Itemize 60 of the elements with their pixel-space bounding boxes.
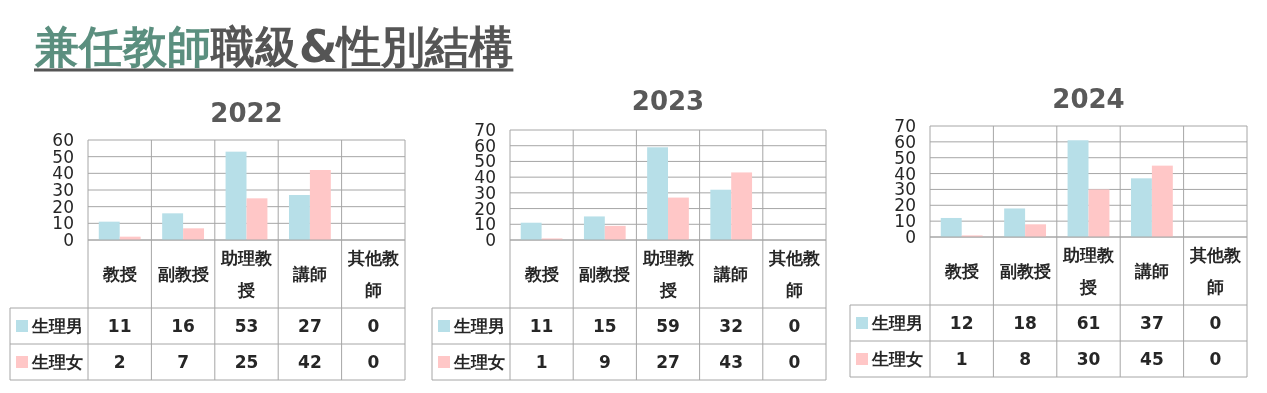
data-label: 0 (1209, 349, 1222, 369)
chart-title: 2022 (210, 98, 283, 128)
y-tick-label: 0 (485, 230, 496, 250)
text: 職級&性別結構 (210, 21, 514, 72)
x-tick-label: 其他教師 (346, 247, 400, 301)
data-label: 7 (177, 352, 190, 372)
data-label: 37 (1140, 313, 1164, 333)
x-tick-label: 其他教師 (1188, 244, 1242, 298)
data-label: 12 (949, 313, 974, 333)
legend-label: 生理男 (453, 316, 505, 336)
data-label: 0 (367, 352, 380, 372)
data-label: 0 (1209, 313, 1222, 333)
x-tick-label: 助理教授 (1062, 244, 1115, 298)
data-label: 11 (107, 316, 132, 336)
x-tick-label: 副教授 (579, 264, 631, 284)
data-label: 0 (788, 352, 801, 372)
legend-label: 生理男 (871, 313, 923, 333)
data-label: 0 (367, 316, 380, 336)
data-label: 18 (1013, 313, 1037, 333)
x-tick-label: 其他教師 (767, 247, 821, 301)
data-label: 8 (1019, 349, 1032, 369)
data-label: 0 (788, 316, 801, 336)
data-label: 53 (234, 316, 259, 336)
legend-label: 生理男 (31, 316, 83, 336)
y-tick-label: 30 (474, 182, 496, 203)
x-tick-label: 教授 (523, 264, 559, 284)
data-label: 2 (113, 352, 126, 372)
x-tick-label: 講師 (713, 264, 749, 284)
data-label: 15 (592, 316, 617, 336)
data-label: 27 (656, 352, 680, 372)
legend-label: 生理女 (31, 352, 83, 372)
data-label: 25 (234, 352, 259, 372)
data-label: 30 (1076, 349, 1101, 369)
chart-title: 2024 (1052, 84, 1125, 114)
data-label: 42 (298, 352, 322, 372)
chart-title: 2023 (631, 86, 705, 116)
data-label: 32 (719, 316, 744, 336)
text: 兼任教師 (34, 21, 211, 72)
legend-label: 生理女 (453, 352, 505, 372)
x-tick-label: 副教授 (157, 264, 209, 284)
legend-label: 生理女 (871, 349, 923, 369)
data-label: 1 (535, 352, 548, 372)
data-label: 9 (598, 352, 611, 372)
data-label: 1 (955, 349, 968, 369)
data-label: 59 (656, 316, 680, 336)
y-tick-label: 0 (905, 227, 916, 247)
data-label: 43 (719, 352, 744, 372)
x-tick-label: 教授 (101, 264, 137, 284)
y-tick-label: 70 (474, 120, 496, 140)
data-label: 45 (1140, 349, 1164, 369)
x-tick-label: 教授 (943, 261, 979, 281)
x-tick-label: 助理教授 (220, 247, 273, 301)
x-tick-label: 講師 (291, 264, 327, 284)
x-tick-label: 講師 (1133, 261, 1169, 281)
data-label: 16 (171, 316, 195, 336)
data-label: 61 (1076, 313, 1101, 333)
x-tick-label: 副教授 (999, 261, 1051, 281)
data-label: 11 (529, 316, 554, 336)
x-tick-label: 助理教授 (641, 247, 695, 301)
data-label: 27 (298, 316, 322, 336)
